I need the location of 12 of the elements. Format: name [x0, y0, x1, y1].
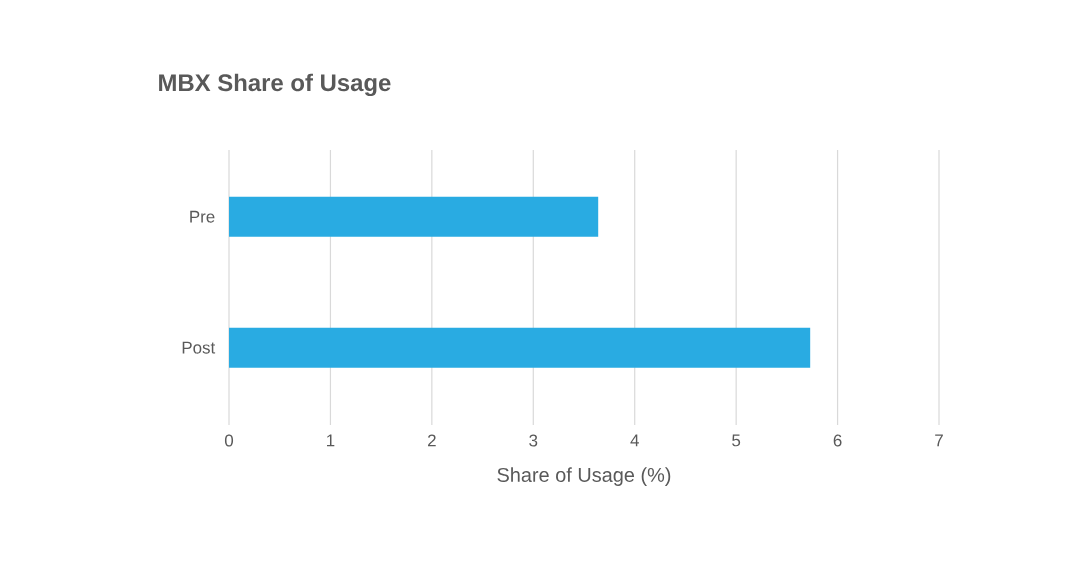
x-tick-label: 1 — [327, 434, 335, 447]
x-tick-label: 6 — [833, 434, 842, 447]
y-tick-label: Pre — [190, 210, 215, 223]
chart-title: MBX Share of Usage — [159, 73, 391, 97]
x-tick-label: 2 — [428, 434, 436, 447]
x-tick-label: 0 — [224, 434, 234, 447]
y-tick-label: Post — [182, 341, 216, 354]
x-axis-title: Share of Usage (%) — [497, 467, 671, 486]
x-tick-label: 5 — [732, 434, 741, 447]
x-tick-label: 7 — [935, 434, 943, 447]
x-tick-label: 3 — [529, 434, 538, 447]
x-tick-label: 4 — [630, 434, 639, 447]
